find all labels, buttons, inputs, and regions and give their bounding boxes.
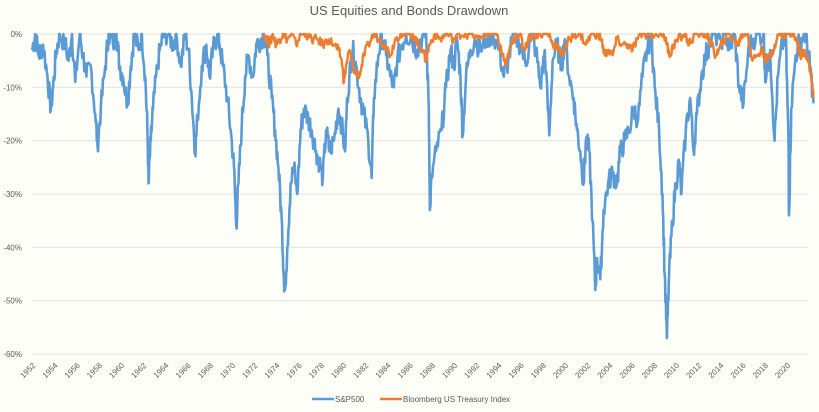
series-lines <box>30 32 815 340</box>
x-tick-label: 1968 <box>196 361 215 380</box>
y-tick-label: -20% <box>3 137 22 146</box>
x-axis: 1952 1954 1956 1958 1960 1962 1964 1966 1968 1970… <box>18 361 792 380</box>
x-tick-label: 2012 <box>684 361 703 380</box>
x-tick-label: 1956 <box>63 361 82 380</box>
legend: S&P500 Bloomberg US Treasury Index <box>312 395 510 404</box>
y-tick-label: -40% <box>3 243 22 252</box>
x-tick-label: 1972 <box>240 361 259 380</box>
x-tick-label: 1978 <box>307 361 326 380</box>
x-tick-label: 1960 <box>107 361 126 380</box>
x-tick-label: 2010 <box>662 361 681 380</box>
gridlines <box>32 33 808 355</box>
x-tick-label: 1958 <box>85 361 104 380</box>
y-tick-label: 0% <box>10 30 22 39</box>
legend-label-treasury: Bloomberg US Treasury Index <box>403 395 510 404</box>
x-tick-label: 1970 <box>218 361 237 380</box>
y-tick-label: -50% <box>3 297 22 306</box>
chart-title: US Equities and Bonds Drawdown <box>310 3 509 18</box>
x-tick-label: 2008 <box>640 361 659 380</box>
x-tick-label: 1990 <box>440 361 459 380</box>
x-tick-label: 2014 <box>707 361 726 380</box>
x-tick-label: 1994 <box>485 361 504 380</box>
x-tick-label: 1988 <box>418 361 437 380</box>
x-tick-label: 1976 <box>285 361 304 380</box>
treasury-index-line <box>262 32 815 99</box>
x-tick-label: 2020 <box>773 361 792 380</box>
x-tick-label: 1974 <box>263 361 282 380</box>
x-tick-label: 2004 <box>596 361 615 380</box>
x-tick-label: 2000 <box>551 361 570 380</box>
x-tick-label: 1952 <box>18 361 37 380</box>
x-tick-label: 2002 <box>573 361 592 380</box>
x-tick-label: 1986 <box>396 361 415 380</box>
y-tick-label: -60% <box>3 350 22 359</box>
sp500-line <box>30 32 815 340</box>
x-tick-label: 1984 <box>374 361 393 380</box>
x-tick-label: 1966 <box>174 361 193 380</box>
x-tick-label: 2018 <box>751 361 770 380</box>
x-tick-label: 1982 <box>351 361 370 380</box>
x-tick-label: 1992 <box>462 361 481 380</box>
x-tick-label: 1980 <box>329 361 348 380</box>
y-tick-label: -10% <box>3 83 22 92</box>
x-tick-label: 1954 <box>41 361 60 380</box>
legend-label-sp500: S&P500 <box>335 395 365 404</box>
x-tick-label: 1998 <box>529 361 548 380</box>
x-tick-label: 2016 <box>729 361 748 380</box>
x-tick-label: 2006 <box>618 361 637 380</box>
x-tick-label: 1964 <box>152 361 171 380</box>
x-tick-label: 1962 <box>129 361 148 380</box>
y-axis: 0% -10% -20% -30% -40% -50% -60% <box>3 30 22 359</box>
x-tick-label: 1996 <box>507 361 526 380</box>
y-tick-label: -30% <box>3 190 22 199</box>
